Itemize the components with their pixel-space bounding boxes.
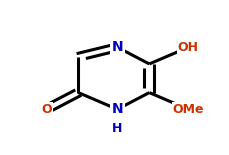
Text: O: O	[41, 103, 52, 116]
Text: N: N	[112, 40, 123, 54]
Text: OMe: OMe	[173, 103, 204, 116]
Text: H: H	[112, 122, 123, 135]
Text: OH: OH	[178, 41, 199, 54]
Text: N: N	[112, 102, 123, 116]
